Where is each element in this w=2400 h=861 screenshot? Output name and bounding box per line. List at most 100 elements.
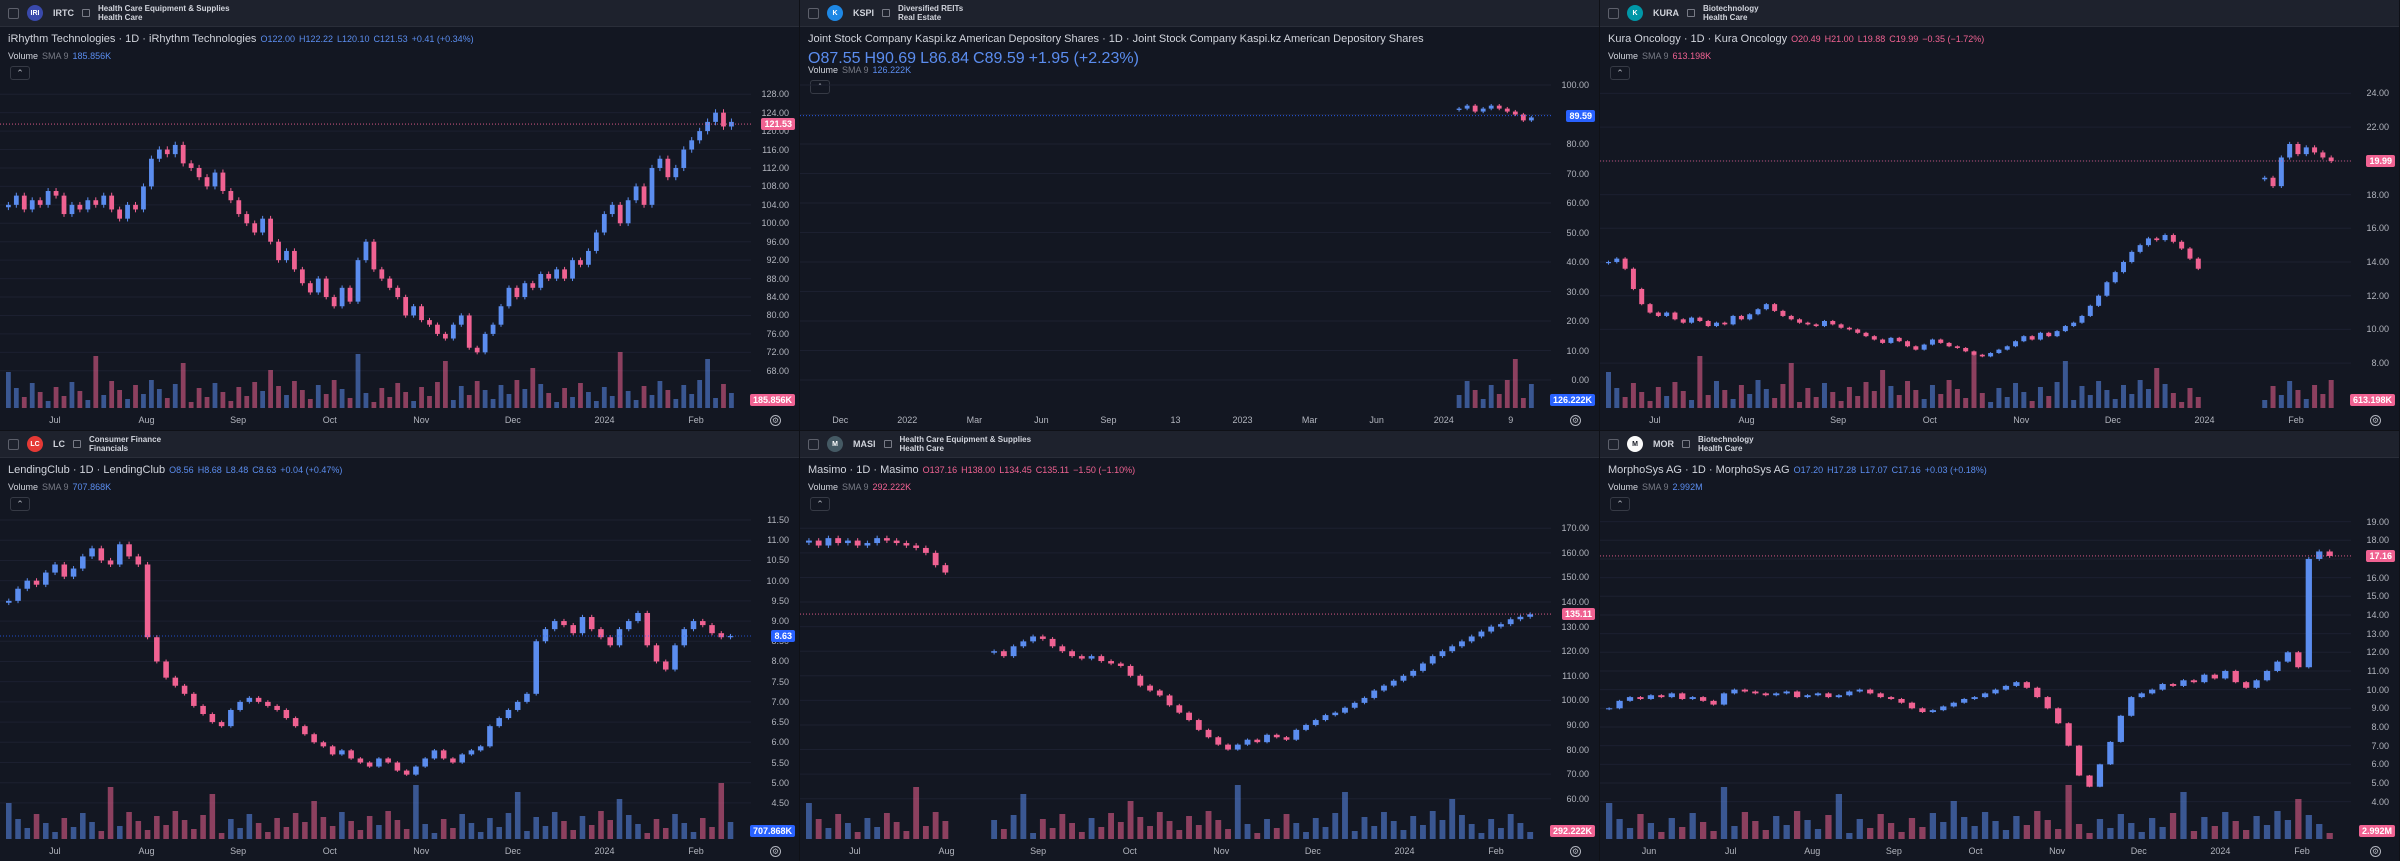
- settings-gear-icon[interactable]: ⚙: [1570, 846, 1581, 857]
- price-plot[interactable]: [800, 27, 1551, 410]
- candle: [37, 200, 43, 205]
- candle: [126, 544, 132, 557]
- settings-gear-icon[interactable]: ⚙: [770, 846, 781, 857]
- flag-icon[interactable]: [73, 440, 81, 448]
- volume-bar: [2002, 830, 2010, 839]
- settings-gear-icon[interactable]: ⚙: [770, 415, 781, 426]
- ticker-symbol[interactable]: LC: [53, 439, 65, 449]
- ticker-symbol[interactable]: MASI: [853, 439, 876, 449]
- select-checkbox[interactable]: [1608, 7, 1619, 19]
- candle: [1616, 700, 1623, 709]
- ticker-symbol[interactable]: MOR: [1653, 439, 1674, 449]
- candle: [1205, 729, 1212, 738]
- collapse-legend-button[interactable]: ⌃: [810, 80, 830, 94]
- symbol-title[interactable]: Joint Stock Company Kaspi.kz American De…: [808, 33, 1424, 45]
- chart-pane-mor[interactable]: M MOR Biotechnology Health Care MorphoSy…: [1600, 431, 2399, 861]
- symbol-title[interactable]: MorphoSys AG · 1D · MorphoSys AG: [1608, 464, 1790, 476]
- volume-bar: [1814, 829, 1822, 839]
- collapse-legend-button[interactable]: ⌃: [10, 66, 30, 80]
- candle: [107, 560, 114, 565]
- candle: [302, 726, 308, 735]
- volume-label: Volume: [1608, 51, 1639, 61]
- volume-bar: [1512, 359, 1518, 408]
- ticker-symbol[interactable]: KSPI: [853, 8, 875, 18]
- select-checkbox[interactable]: [8, 7, 19, 19]
- candle: [117, 209, 123, 219]
- candle: [1788, 315, 1794, 320]
- industry-label: Biotechnology: [1703, 4, 1759, 13]
- time-axis[interactable]: Jul Aug Sep Oct Nov Dec 2024 Feb: [0, 410, 751, 430]
- volume-bar: [2190, 831, 2198, 839]
- chart-pane-masi[interactable]: M MASI Health Care Equipment & Supplies …: [800, 431, 1599, 861]
- price-axis[interactable]: 19.0018.0017.0016.0015.0014.0013.0012.00…: [2351, 458, 2399, 841]
- collapse-legend-button[interactable]: ⌃: [810, 497, 830, 511]
- symbol-title[interactable]: LendingClub · 1D · LendingClub: [8, 464, 166, 476]
- flag-icon[interactable]: [1682, 440, 1690, 448]
- price-plot[interactable]: [0, 458, 751, 841]
- symbol-title[interactable]: Masimo · 1D · Masimo: [808, 464, 919, 476]
- chart-pane-kspi[interactable]: K KSPI Diversified REITs Real Estate Joi…: [800, 0, 1599, 430]
- candle: [705, 121, 710, 132]
- collapse-legend-button[interactable]: ⌃: [1610, 497, 1630, 511]
- price-axis[interactable]: 24.0022.0020.0018.0016.0014.0012.0010.00…: [2351, 27, 2399, 410]
- volume-bar: [1000, 829, 1007, 839]
- price-plot[interactable]: [1600, 27, 2351, 410]
- volume-bar: [366, 816, 373, 839]
- volume-bar: [2262, 400, 2268, 408]
- candle: [662, 661, 669, 670]
- ticker-symbol[interactable]: KURA: [1653, 8, 1679, 18]
- time-axis[interactable]: Jun Jul Aug Sep Oct Nov Dec 2024 Feb: [1600, 841, 2351, 861]
- volume-bar: [6, 803, 12, 839]
- candle: [1720, 693, 1728, 705]
- time-axis[interactable]: Jul Aug Sep Oct Nov Dec 2024 Feb: [1600, 410, 2351, 430]
- flag-icon[interactable]: [82, 9, 90, 17]
- price-plot[interactable]: [0, 27, 751, 410]
- volume-bar: [117, 390, 123, 408]
- sector-label: Health Care: [1698, 444, 1743, 453]
- volume-bar: [53, 387, 59, 408]
- select-checkbox[interactable]: [1608, 438, 1619, 450]
- candle: [394, 762, 401, 771]
- flag-icon[interactable]: [883, 440, 892, 448]
- volume-bar: [2137, 380, 2143, 408]
- time-axis[interactable]: Jul Aug Sep Oct Nov Dec 2024 Feb: [800, 841, 1551, 861]
- time-tick-label: Oct: [1122, 846, 1137, 856]
- flag-icon[interactable]: [882, 9, 891, 17]
- volume-bar: [302, 822, 308, 839]
- price-plot[interactable]: [1600, 458, 2351, 841]
- candle: [276, 241, 281, 261]
- symbol-title[interactable]: iRhythm Technologies · 1D · iRhythm Tech…: [8, 33, 257, 45]
- time-tick-label: Sep: [1030, 846, 1047, 856]
- select-checkbox[interactable]: [808, 7, 819, 19]
- select-checkbox[interactable]: [8, 438, 19, 450]
- candle: [1992, 689, 1999, 694]
- price-axis[interactable]: 170.00 160.00 150.00 140.00 130.00 120.00 110.…: [1551, 458, 1599, 841]
- candle: [1830, 321, 1836, 325]
- time-axis[interactable]: Jul Aug Sep Oct Nov Dec 2024 Feb: [0, 841, 751, 861]
- price-tick-label: 84.00: [766, 292, 789, 303]
- volume-bar: [80, 813, 86, 839]
- chart-pane-irtc[interactable]: IRI IRTC Health Care Equipment & Supplie…: [0, 0, 799, 430]
- select-checkbox[interactable]: [808, 438, 819, 450]
- price-axis[interactable]: 11.5011.0010.5010.009.509.008.508.007.50…: [751, 458, 799, 841]
- volume-bar: [1880, 370, 1886, 408]
- ticker-symbol[interactable]: IRTC: [53, 8, 74, 18]
- chart-pane-lc[interactable]: LC LC Consumer Finance Financials Lendin…: [0, 431, 799, 861]
- price-axis[interactable]: 100.0090.0080.0070.0060.0050.0040.0030.0…: [1551, 27, 1599, 410]
- settings-gear-icon[interactable]: ⚙: [2370, 846, 2381, 857]
- candle: [1755, 309, 1761, 315]
- collapse-legend-button[interactable]: ⌃: [10, 497, 30, 511]
- chart-pane-kura[interactable]: K KURA Biotechnology Health Care Kura On…: [1600, 0, 2399, 430]
- settings-gear-icon[interactable]: ⚙: [2370, 415, 2381, 426]
- volume-bar: [942, 821, 949, 839]
- price-plot[interactable]: [800, 458, 1551, 841]
- candle: [1069, 651, 1076, 657]
- price-axis[interactable]: 128.00 124.00 120.00 116.00 112.00 108.00 104.…: [751, 27, 799, 410]
- settings-gear-icon[interactable]: ⚙: [1570, 415, 1581, 426]
- symbol-logo-icon: IRI: [27, 5, 43, 21]
- collapse-legend-button[interactable]: ⌃: [1610, 66, 1630, 80]
- time-axis[interactable]: Dec 2022 Mar Jun Sep 13 2023 Mar Jun 2024 9: [800, 410, 1551, 430]
- volume-bar: [204, 397, 210, 408]
- flag-icon[interactable]: [1687, 9, 1695, 17]
- symbol-title[interactable]: Kura Oncology · 1D · Kura Oncology: [1608, 33, 1788, 45]
